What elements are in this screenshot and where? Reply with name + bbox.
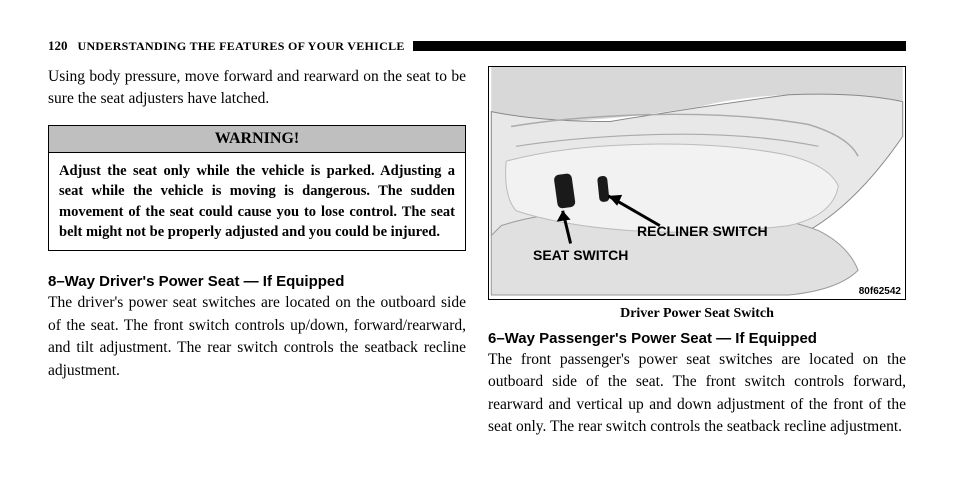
right-section-body: The front passenger's power seat switche… bbox=[488, 349, 906, 439]
page-number: 120 bbox=[48, 38, 68, 54]
figure-id: 80f62542 bbox=[859, 286, 901, 297]
left-section-body: The driver's power seat switches are loc… bbox=[48, 292, 466, 382]
intro-paragraph: Using body pressure, move forward and re… bbox=[48, 66, 466, 111]
right-section-heading: 6–Way Passenger's Power Seat — If Equipp… bbox=[488, 330, 906, 347]
content-columns: Using body pressure, move forward and re… bbox=[48, 66, 906, 453]
header-title: UNDERSTANDING THE FEATURES OF YOUR VEHIC… bbox=[78, 39, 405, 54]
warning-body: Adjust the seat only while the vehicle i… bbox=[49, 153, 465, 250]
right-column: SEAT SWITCH RECLINER SWITCH 80f62542 Dri… bbox=[488, 66, 906, 453]
warning-box: WARNING! Adjust the seat only while the … bbox=[48, 125, 466, 251]
figure-label-seat-switch: SEAT SWITCH bbox=[533, 247, 628, 263]
figure-driver-seat-switch: SEAT SWITCH RECLINER SWITCH 80f62542 bbox=[488, 66, 906, 300]
figure-caption: Driver Power Seat Switch bbox=[488, 306, 906, 322]
left-column: Using body pressure, move forward and re… bbox=[48, 66, 466, 453]
page-header: 120 UNDERSTANDING THE FEATURES OF YOUR V… bbox=[48, 38, 906, 54]
left-section-heading: 8–Way Driver's Power Seat — If Equipped bbox=[48, 273, 466, 290]
seat-switch-illustration bbox=[489, 67, 905, 299]
warning-title: WARNING! bbox=[49, 126, 465, 153]
figure-label-recliner-switch: RECLINER SWITCH bbox=[637, 223, 768, 239]
header-bar bbox=[413, 41, 906, 51]
